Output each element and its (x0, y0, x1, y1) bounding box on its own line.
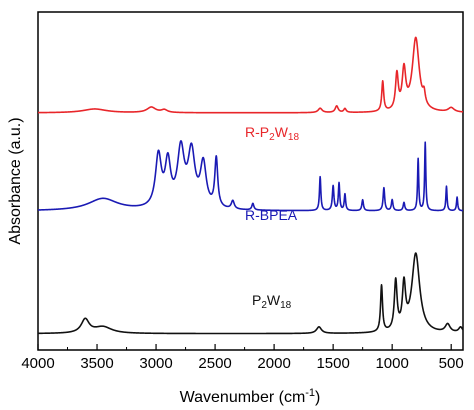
x-axis-label-sup: -1 (305, 387, 315, 399)
series-layer (37, 36, 464, 335)
x-tick-label: 3500 (80, 355, 113, 372)
x-tick-label: 2000 (257, 355, 290, 372)
x-tick-label: 500 (439, 355, 464, 372)
x-tick-label: 2500 (198, 355, 231, 372)
series-label-r-p2w18: R-P2W18 (245, 124, 299, 143)
series-line-2 (37, 252, 464, 335)
x-tick-label: 3000 (139, 355, 172, 372)
series-label-p2w18: P2W18 (252, 292, 292, 311)
x-tick-label: 1000 (375, 355, 408, 372)
x-axis-label-main: Wavenumber (cm (180, 389, 306, 406)
y-axis-label: Absorbance (a.u.) (7, 117, 24, 244)
plot-frame (37, 11, 464, 351)
x-tick-label: 4000 (21, 355, 54, 372)
x-tick-label: 1500 (316, 355, 349, 372)
x-axis-label-suffix: ) (315, 389, 320, 406)
series-line-1 (37, 140, 464, 212)
x-axis-ticks: 4000 3500 3000 2500 2000 1500 1000 500 (21, 344, 464, 372)
x-axis-label: Wavenumber (cm-1) (180, 387, 321, 406)
series-label-r-bpea: R-BPEA (245, 207, 298, 223)
series-line-0 (37, 36, 464, 114)
